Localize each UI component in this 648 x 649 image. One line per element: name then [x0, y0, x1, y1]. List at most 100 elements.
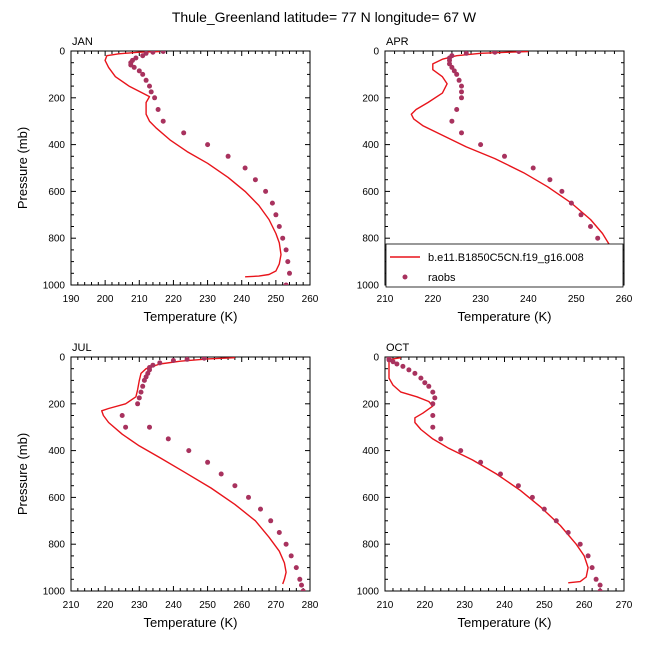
y-tick-label: 200 — [362, 399, 379, 410]
raobs-point — [589, 565, 595, 571]
raobs-point — [276, 530, 282, 535]
raobs-point — [515, 483, 521, 489]
raobs-point — [160, 51, 166, 54]
x-tick-label: 260 — [616, 294, 633, 305]
panel-label: OCT — [386, 342, 410, 354]
raobs-point — [547, 177, 553, 183]
raobs-point — [593, 576, 599, 582]
raobs-point — [502, 153, 507, 159]
raobs-point — [299, 582, 304, 588]
raobs-point — [170, 358, 176, 363]
x-tick-label: 250 — [199, 600, 216, 611]
raobs-point — [458, 448, 464, 454]
raobs-point — [133, 55, 139, 61]
x-tick-label: 230 — [456, 600, 473, 611]
raobs-point — [394, 361, 400, 367]
plot-area — [410, 51, 613, 285]
raobs-point — [160, 118, 166, 124]
plot-area — [101, 357, 306, 591]
x-tick-label: 240 — [233, 294, 250, 305]
raobs-point — [386, 357, 392, 361]
panel-label: APR — [386, 36, 409, 48]
raobs-point — [400, 363, 406, 369]
raobs-point — [232, 483, 238, 489]
x-tick-label: 230 — [472, 294, 489, 305]
x-tick-label: 240 — [496, 600, 513, 611]
raobs-point — [201, 357, 207, 361]
legend-box — [385, 243, 624, 288]
raobs-point — [184, 357, 190, 362]
x-tick-label: 250 — [536, 600, 553, 611]
raobs-point — [147, 424, 152, 430]
y-tick-label: 200 — [48, 93, 65, 104]
y-tick-label: 0 — [373, 47, 379, 58]
x-tick-label: 190 — [63, 294, 80, 305]
raobs-point — [165, 436, 171, 442]
raobs-point — [498, 471, 503, 477]
raobs-point — [150, 362, 156, 368]
raobs-point — [283, 282, 289, 285]
raobs-point — [422, 380, 428, 386]
panel-oct: OCT 210 220 230 240 250 260 270 0 200 400 600 800 100… — [357, 342, 633, 630]
y-tick-label: 200 — [48, 399, 65, 410]
x-tick-label: 220 — [97, 600, 114, 611]
x-tick-label: 220 — [424, 294, 441, 305]
y-tick-label: 800 — [362, 540, 379, 551]
raobs-point — [529, 494, 535, 500]
x-tick-label: 250 — [268, 294, 285, 305]
raobs-point — [530, 165, 536, 171]
y-tick-label: 600 — [362, 187, 379, 198]
panel-label: JUL — [72, 342, 92, 354]
x-tick-label: 230 — [199, 294, 216, 305]
raobs-point — [430, 389, 436, 395]
x-axis-label: Temperature (K) — [144, 309, 238, 324]
raobs-point — [565, 530, 571, 535]
raobs-point — [140, 71, 146, 77]
raobs-point — [390, 359, 396, 365]
x-tick-label: 280 — [302, 600, 319, 611]
panel-jul: JUL 210 220 230 240 250 260 270 280 0 200 400 600 800… — [15, 342, 319, 630]
raobs-point — [205, 142, 211, 148]
raobs-point — [426, 383, 432, 389]
x-tick-label: 270 — [268, 600, 285, 611]
x-tick-label: 210 — [377, 294, 394, 305]
raobs-point — [577, 541, 583, 547]
raobs-point — [225, 153, 231, 159]
raobs-point — [181, 130, 187, 136]
raobs-point — [263, 188, 269, 194]
raobs-point — [456, 77, 462, 83]
raobs-point — [459, 95, 464, 101]
raobs-point — [451, 68, 457, 74]
raobs-point — [143, 77, 149, 83]
raobs-point — [568, 200, 574, 206]
raobs-point — [283, 541, 289, 547]
x-tick-label: 200 — [97, 294, 114, 305]
raobs-point — [597, 588, 603, 591]
y-tick-label: 0 — [59, 47, 65, 58]
y-tick-label: 0 — [59, 353, 65, 364]
raobs-point — [559, 188, 565, 194]
raobs-point — [449, 64, 455, 70]
raobs-point — [280, 235, 286, 241]
x-tick-label: 220 — [165, 294, 182, 305]
model-profile-line — [101, 357, 287, 585]
raobs-point — [432, 395, 438, 401]
raobs-point — [463, 51, 469, 56]
raobs-point — [218, 471, 224, 477]
raobs-point — [186, 448, 192, 454]
raobs-point — [454, 107, 460, 112]
x-tick-label: 240 — [165, 600, 182, 611]
raobs-point — [293, 565, 299, 571]
raobs-point — [155, 107, 161, 112]
plot-frame — [70, 356, 311, 592]
raobs-point — [288, 553, 294, 559]
legend-obs-label: raobs — [428, 272, 456, 284]
raobs-point — [157, 360, 163, 366]
x-axis-label: Temperature (K) — [458, 309, 552, 324]
raobs-point — [459, 89, 464, 95]
raobs-point — [276, 224, 282, 229]
model-profile-line — [410, 51, 613, 278]
x-tick-label: 270 — [616, 600, 633, 611]
x-tick-label: 210 — [131, 294, 148, 305]
y-axis-label: Pressure (mb) — [15, 433, 30, 515]
